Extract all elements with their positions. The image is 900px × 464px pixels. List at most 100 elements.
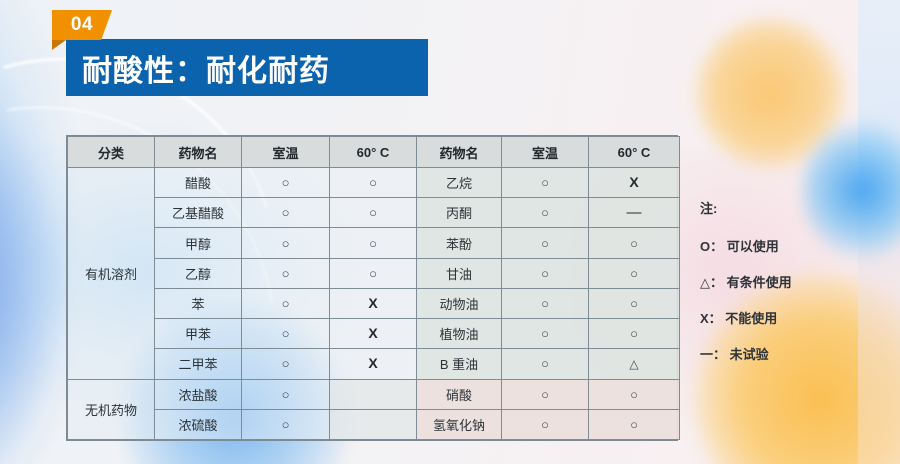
temp60-right: △ (588, 348, 680, 380)
legend-symbol-triangle: △ (700, 275, 710, 290)
result-mark: ○ (281, 205, 290, 221)
roomtemp-right: ○ (501, 408, 589, 441)
col-header-60c-2: 60° C (588, 136, 680, 168)
roomtemp-left: ○ (241, 257, 330, 289)
result-mark: ○ (630, 386, 638, 402)
temp60-left: ○ (329, 227, 417, 259)
drug-name-left: 二甲苯 (154, 348, 242, 380)
temp60-left: ○ (329, 166, 417, 199)
drug-name-right: 苯酚 (416, 227, 502, 259)
drug-name-left: 甲苯 (154, 318, 242, 350)
legend-symbol-cross: X (700, 311, 709, 326)
result-mark: X (629, 174, 639, 191)
temp60-right: X (588, 166, 680, 199)
legend-item-untested: 一： 未试验 (700, 344, 860, 363)
roomtemp-left: ○ (241, 166, 330, 199)
roomtemp-right: ○ (501, 227, 589, 259)
table-row: 二甲苯 ○ X B 重油 ○ △ (68, 348, 680, 380)
result-mark: ○ (541, 326, 549, 342)
result-mark: ○ (369, 175, 377, 191)
drug-name-right: 氢氧化钠 (416, 408, 502, 441)
result-mark: ○ (281, 175, 290, 191)
col-header-60c-1: 60° C (329, 136, 417, 168)
col-header-drug-2: 药物名 (416, 136, 502, 168)
drug-name-right: B 重油 (416, 348, 502, 380)
legend-text-not-usable: ： 不能使用 (708, 311, 778, 326)
result-mark: ○ (281, 416, 290, 432)
drug-name-left: 浓盐酸 (154, 378, 242, 410)
legend-heading: 注: (700, 201, 718, 216)
result-mark: ○ (541, 235, 549, 251)
result-mark: ○ (281, 326, 290, 342)
table-row: 乙基醋酸 ○ ○ 丙酮 ○ — (68, 197, 680, 229)
roomtemp-left: ○ (241, 227, 330, 259)
temp60-right: ○ (588, 287, 680, 320)
temp60-left: X (329, 348, 417, 380)
roomtemp-left: ○ (241, 318, 330, 350)
result-mark: ○ (630, 326, 638, 342)
result-mark: ○ (541, 265, 549, 281)
roomtemp-right: ○ (501, 378, 589, 410)
roomtemp-right: ○ (501, 166, 589, 199)
section-tab-fold (52, 40, 66, 50)
result-mark: ○ (281, 295, 290, 311)
temp60-left: X (329, 318, 417, 350)
result-mark: ○ (281, 356, 290, 372)
legend-text-untested: ： 未试验 (713, 347, 769, 362)
table-row: 浓硫酸 ○ 氢氧化钠 ○ ○ (68, 408, 680, 441)
temp60-left (329, 378, 417, 410)
col-header-roomtemp-2: 室温 (501, 136, 589, 168)
result-mark: X (368, 325, 378, 342)
result-mark: — (626, 204, 642, 222)
background-orange-circle-top (695, 18, 845, 168)
temp60-left: X (329, 287, 417, 320)
drug-name-right: 动物油 (416, 287, 502, 320)
col-header-drug-1: 药物名 (154, 136, 242, 168)
table-row: 乙醇 ○ ○ 甘油 ○ ○ (68, 257, 680, 289)
category-cell: 无机药物 (67, 378, 155, 441)
result-mark: ○ (369, 265, 377, 281)
drug-name-right: 甘油 (416, 257, 502, 289)
temp60-right: ○ (588, 318, 680, 350)
result-mark: ○ (541, 356, 549, 372)
table-row: 无机药物 浓盐酸 ○ 硝酸 ○ ○ (67, 378, 680, 441)
table-row: 苯 ○ X 动物油 ○ ○ (68, 287, 680, 320)
roomtemp-right: ○ (501, 287, 589, 320)
table-row: 甲苯 ○ X 植物油 ○ ○ (68, 318, 680, 350)
legend-text-conditional: ： 有条件使用 (710, 275, 792, 290)
result-mark: ○ (630, 265, 638, 281)
roomtemp-left: ○ (241, 197, 330, 229)
drug-name-right: 植物油 (416, 318, 502, 350)
result-mark: ○ (281, 265, 290, 281)
drug-name-left: 苯 (154, 287, 242, 320)
drug-name-left: 乙醇 (154, 257, 242, 289)
temp60-right: ○ (588, 257, 680, 289)
result-mark: ○ (369, 235, 377, 251)
category-cell: 有机溶剂 (67, 167, 155, 380)
drug-name-right: 丙酮 (416, 197, 502, 229)
title-banner: 耐酸性：耐化耐药 (66, 39, 428, 96)
roomtemp-left: ○ (241, 378, 330, 410)
col-header-roomtemp-1: 室温 (241, 136, 330, 168)
table-header-row: 分类 药物名 室温 60° C 药物名 室温 60° C (67, 136, 680, 168)
legend-text-usable: ： 可以使用 (710, 239, 779, 254)
result-mark: ○ (541, 386, 549, 402)
table-row: 有机溶剂 醋酸 ○ ○ 乙烷 ○ X (67, 166, 680, 380)
page-title: 耐酸性：耐化耐药 (82, 54, 330, 88)
temp60-right: ○ (588, 408, 680, 441)
drug-name-right: 乙烷 (416, 166, 502, 199)
roomtemp-left: ○ (241, 287, 330, 320)
drug-name-left: 乙基醋酸 (154, 197, 242, 229)
section-number-tab: 04 (52, 10, 112, 40)
roomtemp-right: ○ (501, 318, 589, 350)
drug-name-right: 硝酸 (416, 378, 502, 410)
result-mark: △ (629, 357, 639, 372)
temp60-left: ○ (329, 257, 417, 289)
result-mark: ○ (541, 175, 549, 191)
result-mark: ○ (541, 416, 549, 432)
legend-symbol-circle: O (700, 239, 711, 254)
roomtemp-right: ○ (501, 197, 589, 229)
legend: 注: O： 可以使用 △： 有条件使用 X： 不能使用 一： 未试验 (700, 198, 860, 380)
drug-name-left: 浓硫酸 (154, 408, 242, 441)
